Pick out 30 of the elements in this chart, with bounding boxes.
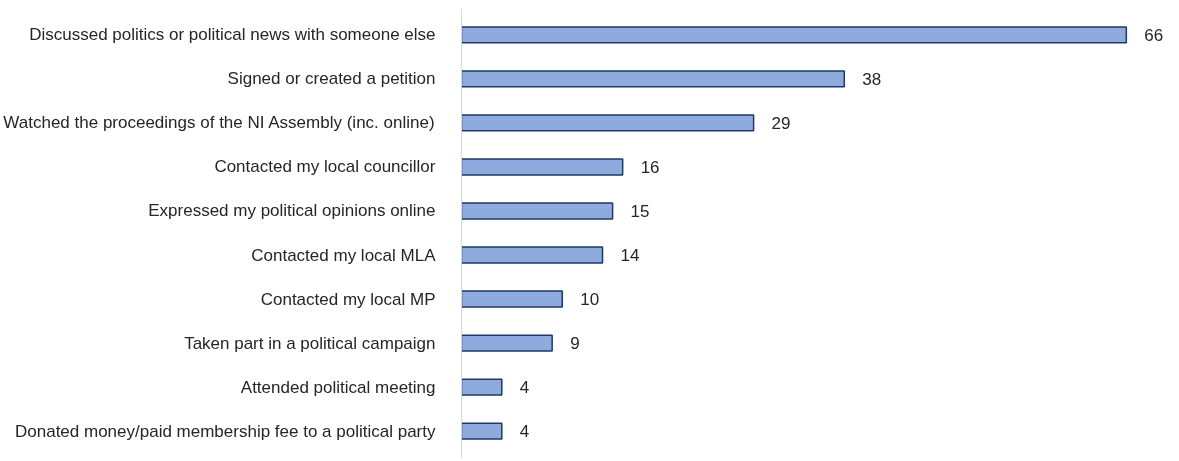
bar [461,422,503,440]
bar [461,378,503,396]
bar [461,70,846,88]
bar [461,246,604,264]
y-tick-label: Contacted my local MLA [251,245,437,265]
y-tick-label: Donated money/paid membership fee to a political party [14,421,436,441]
data-label: 15 [630,201,650,221]
bar [461,290,563,308]
bar [461,158,624,176]
y-tick-label: Watched the proceedings of the NI Assembly (inc. online) [3,113,435,133]
data-label: 14 [620,246,640,266]
y-tick-label: Contacted my local councillor [214,157,436,177]
data-label: 38 [862,69,882,89]
bar [461,114,755,132]
bar [461,26,1128,44]
bar [461,334,553,352]
y-tick-label: Contacted my local MP [260,289,436,309]
data-label: 29 [771,113,791,133]
data-label: 9 [570,334,580,354]
y-tick-label: Expressed my political opinions online [148,201,436,221]
y-tick-label: Discussed politics or political news with someone else [29,25,436,45]
y-tick-label: Taken part in a political campaign [184,333,436,353]
bar [461,202,614,220]
y-tick-label: Signed or created a petition [227,69,436,89]
data-label: 16 [640,157,660,177]
y-tick-label: Attended political meeting [240,377,436,397]
data-label: 4 [519,378,530,398]
data-label: 4 [519,422,530,442]
data-label: 66 [1144,25,1164,45]
data-label: 10 [580,290,600,310]
